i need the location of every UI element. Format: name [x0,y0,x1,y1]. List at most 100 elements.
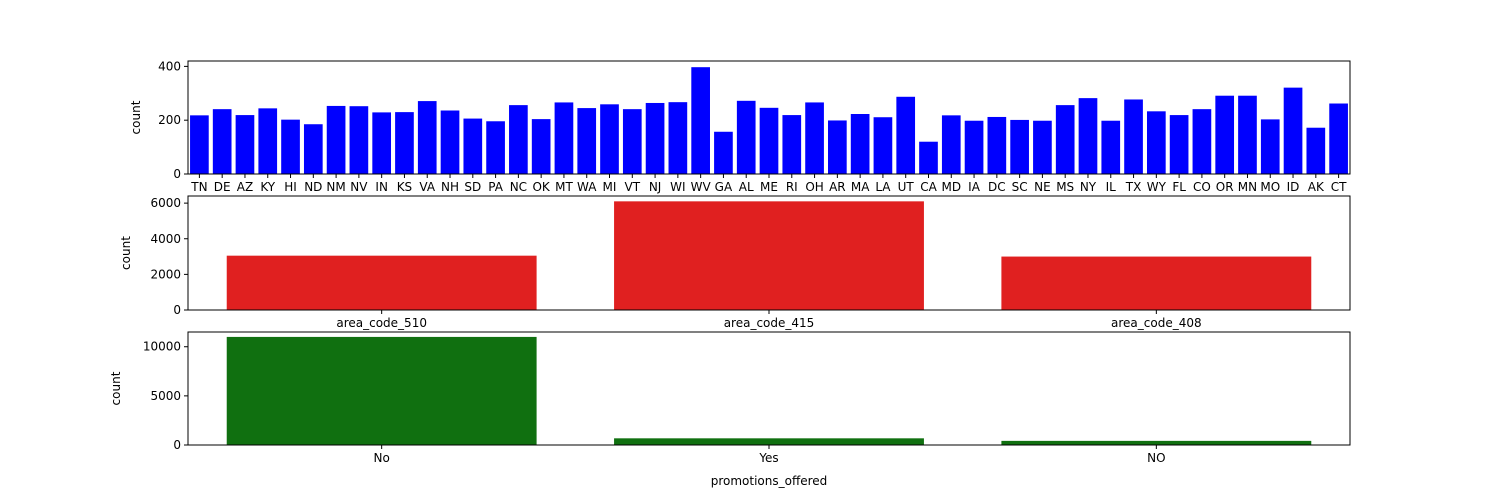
x-tick-label: MN [1238,180,1257,194]
bar-KS [395,112,414,174]
bar-NM [326,105,346,174]
y-tick-label: 2000 [150,267,181,281]
bar-IL [1101,120,1121,174]
x-tick-label: OH [805,180,823,194]
bar-IA [964,120,984,174]
bar-VA [417,101,437,174]
x-tick-label: AK [1308,180,1325,194]
x-tick-label: AR [829,180,846,194]
x-tick-label: OR [1216,180,1234,194]
x-tick-label: NC [510,180,527,194]
bar-NV [349,106,369,174]
x-tick-label: NM [326,180,345,194]
bar-OR [1215,95,1235,174]
x-tick-label: VA [419,180,435,194]
bar-OK [531,119,551,174]
bar-AR [828,120,847,174]
x-tick-label: WY [1147,180,1167,194]
x-tick-label: IN [375,180,388,194]
x-tick-label: OK [532,180,550,194]
x-tick-label: MA [851,180,870,194]
x-tick-label: ME [760,180,778,194]
bar-FL [1169,115,1189,174]
x-tick-label: GA [715,180,733,194]
x-tick-label: area_code_415 [724,316,815,330]
bar-NH [440,110,460,174]
x-tick-label: NE [1034,180,1051,194]
axes-frame [187,60,1351,175]
bar-AL [736,100,756,174]
chart-panel-2: area_code_510 area_code_415 area_code_408 0… [119,195,1351,330]
bar-TN [190,115,209,174]
x-tick-label: DC [988,180,1006,194]
axes-frame [187,331,1351,446]
y-tick-label: 4000 [150,232,181,246]
x-tick-label: LA [875,180,891,194]
y-tick-label: 200 [158,113,181,127]
bar-No [226,336,537,445]
x-tick-label: HI [284,180,297,194]
y-axis-label: count [119,236,133,270]
bar-MD [941,115,961,174]
bar-SC [1010,119,1029,174]
y-tick-label: 0 [173,303,181,317]
bar-VT [622,109,642,174]
x-tick-label: WI [670,180,685,194]
bar-IN [372,112,392,174]
bar-WI [668,102,688,174]
x-tick-label: ND [304,180,322,194]
bar-RI [782,115,802,174]
x-tick-label: VT [625,180,641,194]
x-tick-label: WV [691,180,712,194]
x-tick-label: MI [603,180,617,194]
bar-NE [1033,120,1052,174]
bar-ND [303,124,323,174]
x-tick-label: DE [214,180,231,194]
x-tick-label: IA [968,180,981,194]
x-tick-label: MD [941,180,961,194]
x-tick-label: NJ [649,180,662,194]
bar-SD [463,118,483,174]
x-tick-label: NV [350,180,368,194]
axes-frame [187,195,1351,311]
x-tick-label: AL [739,180,754,194]
y-axis-label: count [109,371,123,405]
bar-NY [1078,98,1098,174]
bar-PA [486,121,505,174]
x-tick-label: MT [555,180,573,194]
chart-panel-3: No Yes NO 0 5000 10000 count promotions_offered [109,331,1351,488]
x-tick-label: area_code_510 [336,316,427,330]
x-tick-label: NY [1080,180,1097,194]
x-tick-label: PA [488,180,503,194]
bar-WV [691,67,710,174]
x-tick-label: NO [1147,451,1165,465]
bar-DC [987,116,1007,174]
bar-OH [805,102,824,174]
bar-LA [873,117,893,174]
bar-GA [714,131,733,174]
bar-area_code_415 [614,201,924,310]
x-tick-label: KS [397,180,413,194]
y-tick-label: 6000 [150,196,181,210]
x-tick-label: KY [260,180,275,194]
bar-MT [554,102,574,174]
bar-AZ [235,115,255,174]
bar-UT [896,96,916,174]
bar-ME [759,107,779,174]
x-tick-label: TN [190,180,207,194]
bar-ID [1283,87,1303,174]
bar-CA [919,141,938,174]
y-tick-label: 400 [158,59,181,73]
x-tick-label: FL [1172,180,1186,194]
bar-Yes [614,438,924,445]
bar-TX [1124,99,1143,174]
x-tick-label: No [374,451,390,465]
x-tick-label: SD [464,180,481,194]
x-tick-label: MS [1056,180,1074,194]
y-tick-label: 10000 [143,340,181,354]
y-tick-label: 0 [173,438,181,452]
bar-CT [1329,103,1348,174]
x-tick-label: TX [1125,180,1142,194]
chart-panel-1: TN DE AZ KY HI ND NM NV IN KS VA NH SD PA NC OK MT WA MI VT… [129,59,1351,194]
